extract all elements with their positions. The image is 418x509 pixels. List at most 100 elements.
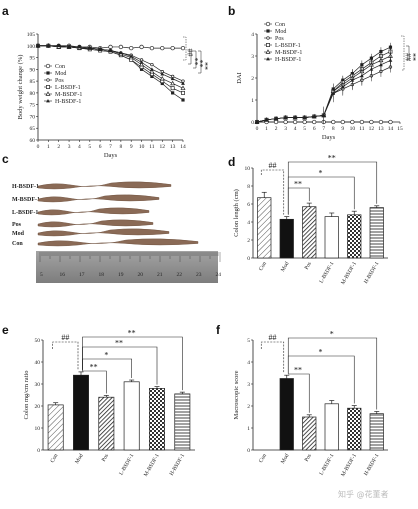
bar-h-bsdf-1 <box>369 413 384 451</box>
y-tick-label: 8 <box>247 184 250 190</box>
data-point <box>350 119 355 125</box>
data-point <box>340 119 345 125</box>
data-point <box>181 98 185 102</box>
x-tick-label: 5 <box>88 144 91 150</box>
x-tick-label: 5 <box>303 126 306 132</box>
data-point <box>98 47 103 51</box>
bar-mod <box>279 378 294 451</box>
ruler-number: 16 <box>60 272 66 278</box>
photo-label-h-bsdf-1: H-BSDF-1 <box>12 184 39 190</box>
y-tick-label: 70 <box>30 114 36 120</box>
significance-label: ** <box>294 180 302 189</box>
significance-label: ## <box>186 49 195 57</box>
x-tick-label: Con <box>258 453 268 464</box>
data-point <box>149 45 155 51</box>
y-tick-label: 100 <box>27 44 36 50</box>
ruler-number: 17 <box>79 272 85 278</box>
data-point <box>77 44 82 49</box>
significance-label: ** <box>201 62 210 70</box>
x-tick-label: Con <box>50 453 60 464</box>
data-point <box>87 46 92 50</box>
y-tick-label: 95 <box>30 56 36 62</box>
ruler-number: 24 <box>216 272 222 278</box>
x-tick-label: M-BSDF-1 <box>340 261 358 286</box>
y-tick-label: 60 <box>30 138 36 144</box>
bar-m-bsdf-1 <box>149 388 165 451</box>
x-tick-label: 3 <box>284 126 287 132</box>
x-tick-label: Mod <box>74 453 85 465</box>
significance-brackets: ##**** <box>260 330 378 413</box>
significance-bracket <box>198 50 202 74</box>
bracket-con-mod <box>260 341 285 374</box>
x-tick-label: 11 <box>359 126 365 132</box>
y-tick-label: 65 <box>30 126 36 132</box>
data-point <box>170 76 175 81</box>
legend-marker <box>45 63 51 69</box>
data-point <box>302 115 307 119</box>
colon-m-bsdf-1 <box>37 194 160 203</box>
data-point <box>388 119 393 125</box>
data-point <box>388 58 393 62</box>
bar-con <box>47 404 64 451</box>
legend-label: Pos <box>55 78 64 84</box>
significance-label: ## <box>269 161 277 170</box>
x-tick-label: 7 <box>322 126 325 132</box>
x-tick-label: Mod <box>280 261 291 273</box>
x-tick-label: M-BSDF-1 <box>143 453 161 478</box>
x-tick-label: H-BSDF-1 <box>363 453 380 477</box>
significance-bracket <box>401 35 405 71</box>
ruler-number: 20 <box>138 272 144 278</box>
x-tick-label: 11 <box>149 144 155 150</box>
data-point <box>312 119 317 125</box>
bracket-mod-h-bsdf-1 <box>287 337 378 410</box>
significance-bracket <box>193 50 197 69</box>
data-point <box>171 91 175 95</box>
y-tick-label: 40 <box>35 360 41 366</box>
x-tick-label: 2 <box>275 126 278 132</box>
x-tick-label: 6 <box>99 144 102 150</box>
bracket-mod-pos <box>82 369 107 394</box>
legend-label: Con <box>275 22 285 28</box>
x-tick-label: 8 <box>332 126 335 132</box>
data-point <box>129 45 134 51</box>
data-point <box>181 81 185 85</box>
y-tick-label: 3 <box>251 54 254 60</box>
photo-label-mod: Mod <box>12 231 25 237</box>
data-point <box>139 61 145 67</box>
colon-pos <box>37 219 154 228</box>
data-point <box>274 116 278 121</box>
data-point <box>340 84 345 89</box>
data-point <box>378 119 384 125</box>
data-point <box>359 119 365 125</box>
significance-label: ## <box>404 53 413 61</box>
x-tick-label: 12 <box>160 144 166 150</box>
photo-group-labels: H-BSDF-1 M-BSDF-1 L-BSDF-1 Pos Mod Con <box>12 184 40 247</box>
significance-brackets: ##******* <box>52 329 183 394</box>
bar-pos <box>98 396 115 451</box>
colon-l-bsdf-1 <box>37 207 150 216</box>
significance-bracket <box>188 50 192 65</box>
y-tick-label: 10 <box>35 426 41 432</box>
panel-label-e: e <box>2 323 9 337</box>
ruler-number: 5 <box>40 272 43 278</box>
significance-label: ** <box>191 58 200 66</box>
colon-mod <box>37 228 170 237</box>
data-point <box>379 62 383 67</box>
data-point <box>46 43 51 48</box>
x-tick-label: 14 <box>388 126 394 132</box>
ruler-number: 19 <box>118 272 124 278</box>
bar-con <box>257 197 272 259</box>
chart-macroscopic-score: 0 1 2 3 4 5 Macroscopic score Con Mod Pos L-BSDF-1… <box>233 330 388 478</box>
y-tick-label: 6 <box>247 202 250 208</box>
x-tick-label: 10 <box>139 144 145 150</box>
data-point <box>129 54 134 58</box>
data-point <box>180 85 186 90</box>
legend-marker <box>46 99 50 103</box>
data-point <box>139 44 144 50</box>
x-tick-label: 0 <box>256 126 259 132</box>
y-axis-title: Body weight change (%) <box>17 55 24 120</box>
data-point <box>264 117 269 122</box>
x-tick-label: 14 <box>180 144 186 150</box>
